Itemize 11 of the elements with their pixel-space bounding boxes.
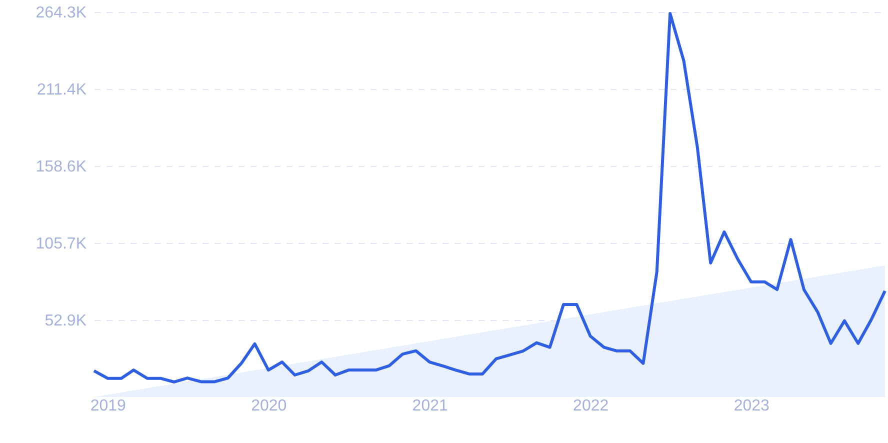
y-tick-label: 52.9K: [44, 312, 87, 330]
y-tick-label: 211.4K: [36, 82, 87, 99]
y-tick-label: 158.6K: [36, 158, 87, 176]
line-series: [92, 12, 886, 384]
y-tick-label: 105.7K: [36, 236, 87, 253]
x-tick-label: 2020: [251, 398, 287, 414]
x-tick-label: 2022: [573, 398, 609, 414]
y-tick-label: 264.3K: [36, 4, 87, 22]
x-tick-label: 2019: [90, 398, 126, 414]
x-tick-label: 2021: [412, 398, 448, 414]
x-tick-label: 2023: [734, 398, 770, 414]
